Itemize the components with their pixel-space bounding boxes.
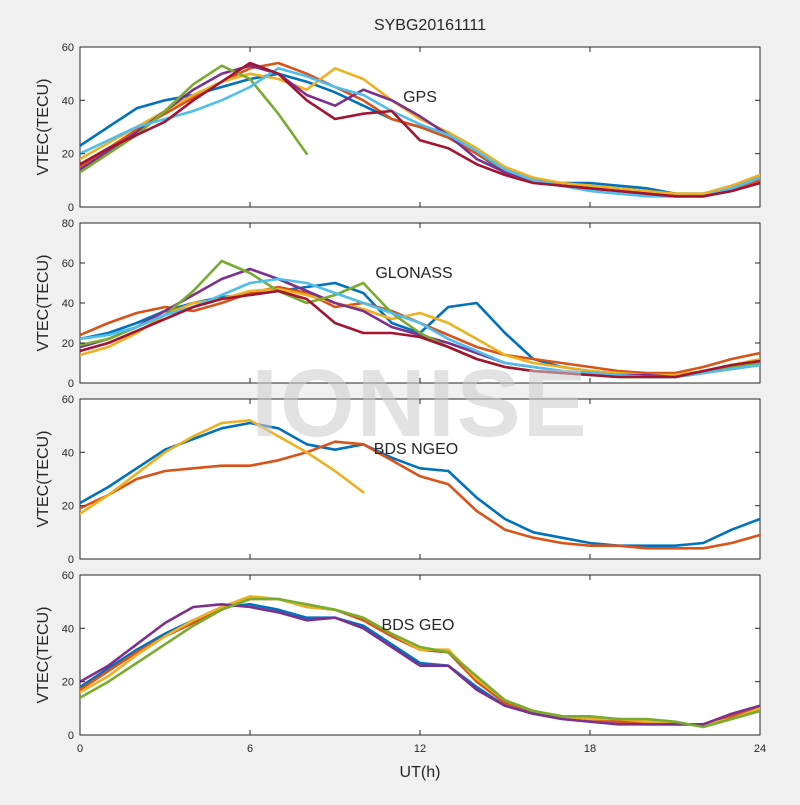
y-tick-label: 20 [62, 149, 74, 161]
series-line-maroon [80, 61, 760, 198]
series-line-orange [80, 440, 760, 550]
series-line-yellow [80, 595, 760, 726]
y-axis-label: VTEC(TECU) [35, 607, 52, 704]
y-tick-label: 60 [62, 258, 74, 270]
y-tick-label: 40 [62, 447, 74, 459]
x-tick-label: 0 [77, 743, 83, 755]
y-tick-label: 20 [62, 501, 74, 513]
y-tick-label: 60 [62, 394, 74, 406]
y-tick-label: 0 [68, 730, 74, 742]
y-tick-label: 60 [62, 570, 74, 582]
x-tick-label: 6 [247, 743, 253, 755]
panel-label: GPS [403, 89, 437, 106]
panel-label: BDS GEO [382, 617, 455, 634]
y-tick-label: 0 [68, 554, 74, 566]
axes-box [79, 574, 761, 736]
x-tick-label: 12 [414, 743, 426, 755]
series-group [80, 595, 760, 729]
panel-label: BDS NGEO [374, 441, 458, 458]
series-line-green [80, 597, 760, 729]
series-line-purple [80, 267, 760, 379]
series-line-maroon [80, 289, 760, 379]
y-axis-label: VTEC(TECU) [35, 79, 52, 176]
y-tick-label: 60 [62, 42, 74, 54]
watermark-text: IONISE [251, 350, 588, 457]
series-group [80, 61, 760, 198]
x-axis-label: UT(h) [400, 764, 441, 781]
panel-3: 0 20 40 60 0 6 12 18 24 VTEC(TECU) BDS GEO [35, 570, 766, 755]
y-axis-label: VTEC(TECU) [35, 255, 52, 352]
panel-1: 0 20 40 60 80 VTEC(TECU) GLONASS [35, 218, 761, 390]
y-tick-label: 40 [62, 623, 74, 635]
y-tick-label: 40 [62, 298, 74, 310]
series-line-yellow [80, 419, 365, 515]
series-line-cyan [80, 67, 760, 198]
series-line-yellow [80, 67, 760, 195]
figure-title: SYBG20161111 [374, 17, 486, 34]
y-tick-label: 20 [62, 677, 74, 689]
panel-0: 0 20 40 60 VTEC(TECU) GPS [35, 42, 761, 214]
x-tick-label: 24 [754, 743, 766, 755]
series-line-blue [80, 421, 760, 547]
series-group [80, 419, 760, 550]
y-tick-label: 80 [62, 218, 74, 230]
series-line-green [80, 64, 308, 174]
y-tick-label: 0 [68, 378, 74, 390]
y-tick-label: 20 [62, 338, 74, 350]
y-tick-label: 0 [68, 202, 74, 214]
series-line-purple [80, 603, 760, 726]
panel-label: GLONASS [375, 265, 452, 282]
panel-2: 0 20 40 60 VTEC(TECU) BDS NGEO [35, 394, 761, 566]
series-group [80, 259, 760, 379]
x-tick-label: 18 [584, 743, 596, 755]
y-tick-label: 40 [62, 95, 74, 107]
y-axis-label: VTEC(TECU) [35, 431, 52, 528]
